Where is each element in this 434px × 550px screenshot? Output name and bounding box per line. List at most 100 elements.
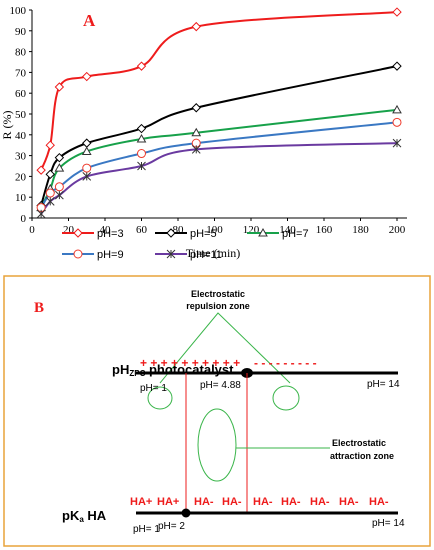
data-point [45,169,55,180]
species-label: HA+ [157,496,179,508]
y-tick-label: 70 [15,67,27,79]
y-tick-label: 0 [21,213,27,225]
y-tick-label: 80 [15,47,27,59]
repulsion-pointer [159,312,291,384]
data-point [81,146,92,155]
y-axis-label: R (%) [0,111,14,140]
series-line [40,142,398,215]
x-tick-label: 0 [29,224,35,236]
data-point [54,163,65,172]
x-tick-label: 80 [173,224,185,236]
y-ticks: 0 10 20 30 40 50 60 70 80 90 100 [10,5,32,225]
y-tick-label: 10 [15,192,27,204]
y-tick-label: 20 [15,171,27,183]
x-tick-label: 40 [100,224,112,236]
repulsion-label-line1: Electrostatic [191,289,245,299]
repulsion-zone-right [272,385,300,411]
data-point [82,163,92,173]
ph-right-bottom: pH= 14 [372,518,405,529]
species-label: HA+ [130,496,152,508]
legend-marker [258,227,268,237]
ph-zpc: pH= 4.88 [200,380,241,391]
repulsion-label-line2: repulsion zone [186,301,250,311]
y-tick-label: 60 [15,88,27,100]
y-tick-label: 90 [15,26,27,38]
attraction-label-line1: Electrostatic [332,438,386,448]
data-point [136,123,147,134]
legend-entry: pH=11 [190,249,222,261]
data-point [392,104,402,114]
data-point [392,7,402,17]
legend-marker [166,249,176,259]
ph-left-bottom: pH= 1 [133,524,160,535]
data-point [392,61,402,71]
data-point [45,140,55,150]
data-point [54,152,65,163]
data-point [136,133,147,143]
series-line [40,108,398,209]
x-tick-label: 200 [389,224,406,236]
legend-entry: pH=7 [282,228,309,240]
species-label: HA- [281,496,301,508]
species-labels: HA+ HA+ HA- HA- HA- HA- HA- HA- HA- [130,496,389,508]
data-point [45,197,55,206]
data-point [392,138,402,148]
series-markers [36,7,402,219]
panel-a-label: A [83,11,96,30]
data-point [392,117,402,127]
attraction-zone [197,408,237,482]
x-tick-label: 20 [63,224,75,236]
data-point [82,71,92,82]
species-label: HA- [194,496,214,508]
x-tick-label: 120 [243,224,260,236]
data-point [136,61,147,71]
x-tick-label: 160 [316,224,333,236]
plus-signs: + + + + + + + + + + [140,356,240,370]
legend-marker [73,228,83,238]
data-point [82,138,92,148]
x-axis-label: Time (min) [186,246,241,260]
ph-right-top: pH= 14 [367,379,400,390]
x-tick-label: 60 [136,224,148,236]
y-tick-label: 40 [15,130,27,142]
series-lines [40,11,398,215]
legend-marker [166,228,176,238]
series-line [40,65,398,206]
ph-left-top: pH= 1 [140,383,167,394]
data-point [191,21,201,32]
data-point [36,209,46,219]
species-label: HA- [222,496,242,508]
data-point [191,103,201,113]
series-line [40,11,398,171]
data-point [45,188,55,198]
species-label: HA- [339,496,359,508]
legend-entry: pH=9 [97,249,124,261]
species-label: HA- [310,496,330,508]
ph-pka: pH= 2 [158,521,185,532]
legend-marker [73,249,83,259]
series-line [40,121,398,209]
ha-label: pKa HA [62,508,107,524]
data-point [191,127,202,137]
species-label: HA- [369,496,389,508]
legend-entry: pH=5 [190,228,217,240]
x-tick-label: 180 [352,224,369,236]
y-tick-label: 30 [15,151,27,163]
x-tick-label: 100 [206,224,223,236]
data-point [191,145,201,154]
minus-signs: - - - - - - - - - [254,356,317,370]
data-point [55,190,64,200]
y-tick-label: 50 [15,109,27,121]
panel-b-frame [3,275,431,547]
data-point [54,82,65,92]
data-point [36,165,46,175]
panel-b-label: B [34,300,44,316]
data-point [54,182,64,192]
data-point [137,161,146,171]
legend-entry: pH=3 [97,228,124,240]
attraction-label-line2: attraction zone [330,451,394,461]
data-point [137,149,146,159]
y-tick-label: 100 [10,5,27,17]
